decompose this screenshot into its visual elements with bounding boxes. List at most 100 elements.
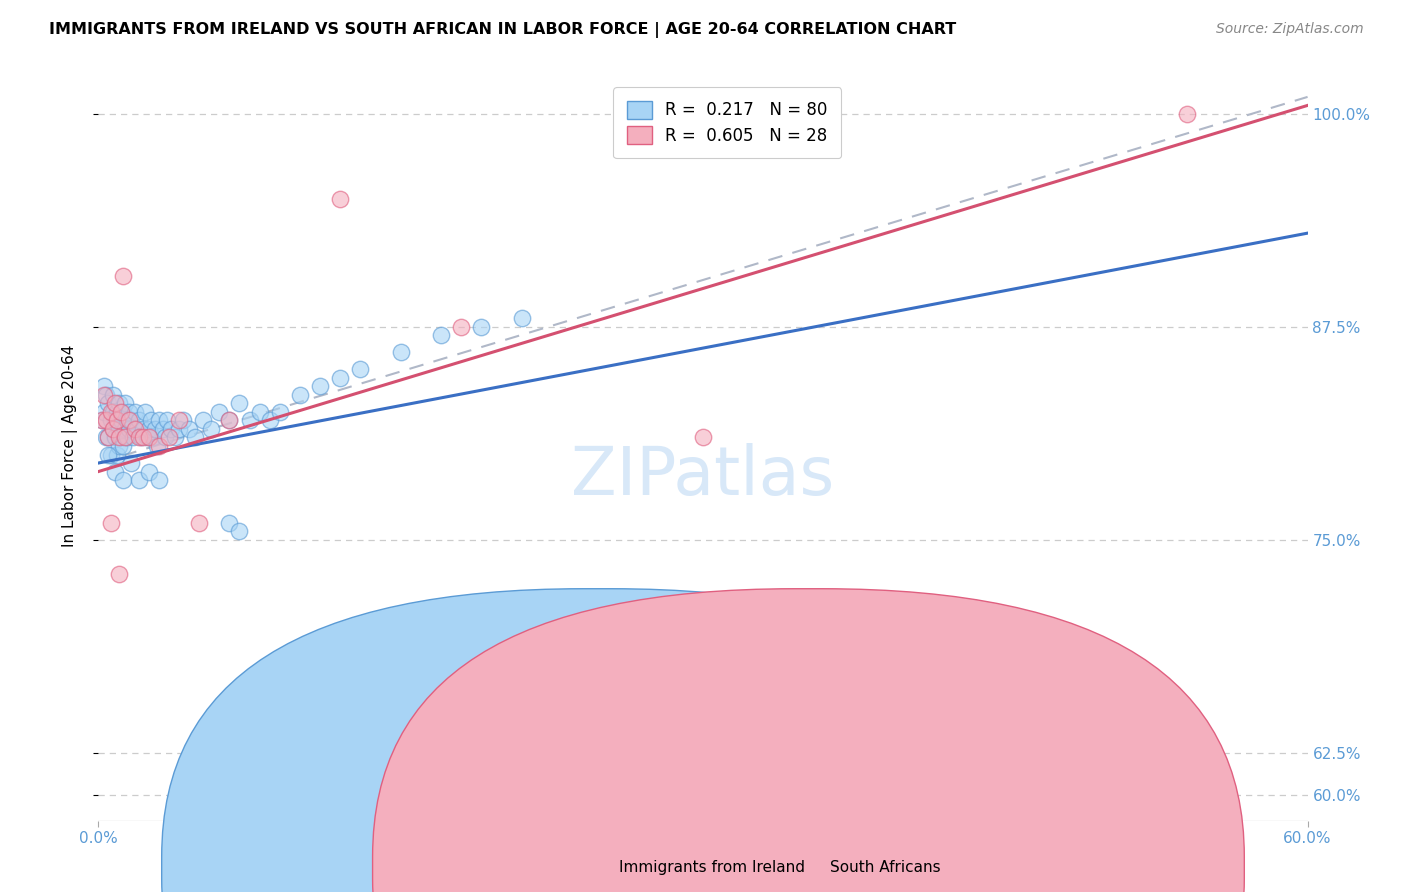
- Point: [100, 405, 122, 419]
- Point: [114, 430, 136, 444]
- Point: [153, 430, 176, 444]
- Point: [152, 422, 174, 436]
- Point: [107, 566, 129, 581]
- Point: [156, 413, 179, 427]
- Point: [103, 430, 125, 444]
- Point: [105, 413, 128, 427]
- Point: [269, 405, 291, 419]
- Point: [167, 422, 190, 436]
- Point: [101, 388, 124, 402]
- Point: [111, 473, 134, 487]
- Point: [470, 319, 492, 334]
- Point: [118, 422, 141, 436]
- Point: [167, 413, 190, 427]
- Point: [107, 422, 129, 436]
- Point: [91, 413, 114, 427]
- Point: [107, 430, 129, 444]
- Point: [134, 405, 156, 419]
- Point: [193, 413, 215, 427]
- Point: [148, 413, 170, 427]
- Point: [329, 192, 352, 206]
- Point: [138, 422, 160, 436]
- Point: [450, 319, 472, 334]
- Point: [101, 405, 124, 419]
- Point: [93, 388, 115, 402]
- Point: [124, 405, 146, 419]
- Point: [132, 422, 155, 436]
- Point: [249, 405, 271, 419]
- FancyBboxPatch shape: [162, 589, 1033, 892]
- Point: [110, 430, 132, 444]
- Legend: R =  0.217   N = 80, R =  0.605   N = 28: R = 0.217 N = 80, R = 0.605 N = 28: [613, 87, 841, 158]
- Point: [139, 413, 162, 427]
- Point: [128, 430, 150, 444]
- Point: [218, 413, 240, 427]
- Point: [103, 465, 125, 479]
- Point: [120, 413, 142, 427]
- Point: [228, 396, 250, 410]
- Point: [208, 405, 231, 419]
- Point: [349, 362, 371, 376]
- Point: [91, 413, 114, 427]
- Text: ZIPatlas: ZIPatlas: [571, 443, 835, 509]
- Point: [218, 413, 240, 427]
- Point: [120, 456, 142, 470]
- Point: [118, 405, 141, 419]
- Point: [128, 473, 150, 487]
- Point: [329, 371, 352, 385]
- Point: [259, 413, 281, 427]
- Point: [430, 328, 453, 343]
- Point: [115, 430, 138, 444]
- Point: [128, 413, 150, 427]
- Text: IMMIGRANTS FROM IRELAND VS SOUTH AFRICAN IN LABOR FORCE | AGE 20-64 CORRELATION : IMMIGRANTS FROM IRELAND VS SOUTH AFRICAN…: [49, 22, 956, 38]
- Point: [103, 396, 125, 410]
- Point: [146, 439, 169, 453]
- Point: [114, 422, 136, 436]
- Point: [97, 430, 120, 444]
- Point: [239, 413, 262, 427]
- Point: [160, 422, 183, 436]
- Point: [96, 413, 118, 427]
- Point: [96, 388, 118, 402]
- Point: [111, 439, 134, 453]
- Point: [97, 448, 120, 462]
- Point: [188, 516, 211, 530]
- Point: [651, 90, 673, 104]
- Point: [218, 516, 240, 530]
- Point: [97, 430, 120, 444]
- Point: [135, 430, 157, 444]
- Point: [107, 396, 129, 410]
- FancyBboxPatch shape: [373, 589, 1244, 892]
- Point: [510, 311, 533, 326]
- Point: [389, 345, 412, 359]
- Point: [172, 413, 194, 427]
- Point: [1175, 107, 1198, 121]
- Y-axis label: In Labor Force | Age 20-64: In Labor Force | Age 20-64: [62, 345, 77, 547]
- Point: [97, 396, 120, 410]
- Point: [138, 430, 160, 444]
- Point: [96, 430, 118, 444]
- Point: [110, 405, 132, 419]
- Point: [143, 422, 166, 436]
- Point: [110, 413, 132, 427]
- Point: [107, 439, 129, 453]
- Point: [200, 422, 222, 436]
- Point: [118, 413, 141, 427]
- Point: [184, 430, 207, 444]
- Point: [111, 268, 134, 283]
- Point: [309, 379, 332, 393]
- Point: [148, 439, 170, 453]
- Point: [142, 430, 165, 444]
- Point: [93, 405, 115, 419]
- Point: [93, 379, 115, 393]
- Point: [228, 524, 250, 538]
- Point: [163, 430, 186, 444]
- Point: [111, 405, 134, 419]
- Point: [692, 430, 714, 444]
- Point: [138, 465, 160, 479]
- Text: Source: ZipAtlas.com: Source: ZipAtlas.com: [1216, 22, 1364, 37]
- Point: [100, 413, 122, 427]
- Text: Immigrants from Ireland: Immigrants from Ireland: [619, 860, 804, 875]
- Point: [115, 413, 138, 427]
- Point: [105, 405, 128, 419]
